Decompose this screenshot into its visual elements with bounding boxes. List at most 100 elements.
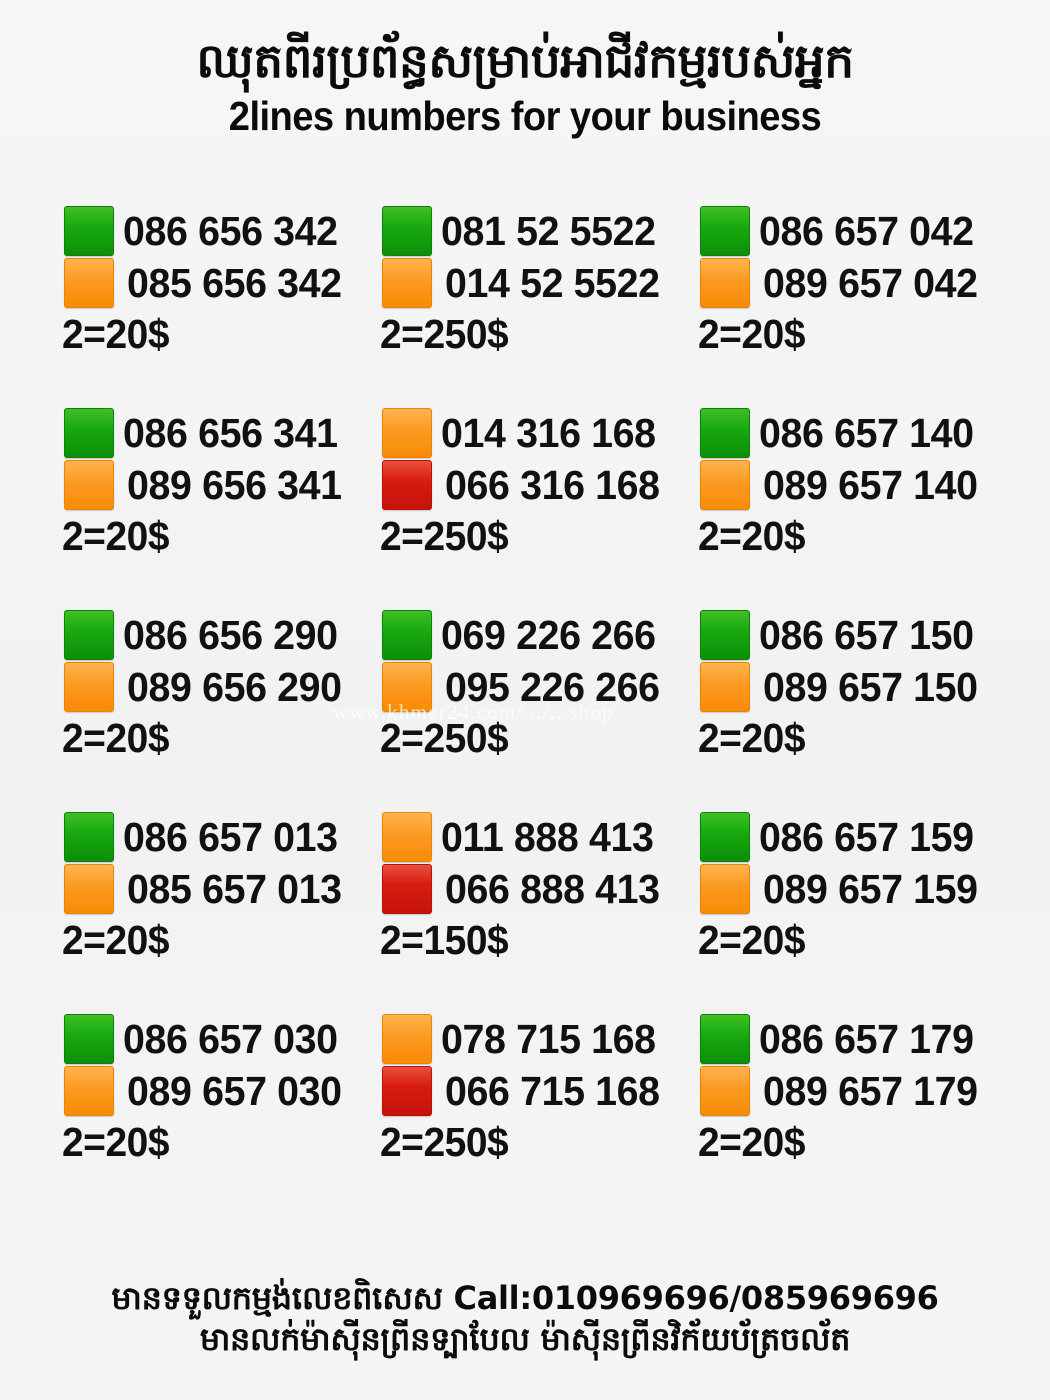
number-package-cell[interactable]: 011 888 413 066 888 413 2=150$ — [380, 811, 700, 1013]
number-line-primary: 069 226 266 — [382, 609, 700, 661]
sim-color-orange-icon — [382, 662, 432, 712]
phone-number-primary: 086 657 140 — [759, 409, 974, 456]
number-line-primary: 086 657 013 — [64, 811, 382, 863]
sim-color-red-icon — [382, 864, 432, 914]
number-line-secondary: 089 656 341 — [64, 459, 382, 511]
number-package-cell[interactable]: 086 656 341 089 656 341 2=20$ — [62, 407, 382, 609]
number-package-cell[interactable]: 081 52 5522 014 52 5522 2=250$ — [380, 205, 700, 407]
sim-color-orange-icon — [700, 1066, 750, 1116]
number-line-secondary: 066 316 168 — [382, 459, 700, 511]
number-package-cell[interactable]: 086 657 030 089 657 030 2=20$ — [62, 1013, 382, 1215]
sim-color-red-icon — [382, 1066, 432, 1116]
phone-number-primary: 086 657 013 — [123, 813, 338, 860]
phone-number-primary: 086 657 159 — [759, 813, 974, 860]
sim-color-orange-icon — [382, 1014, 432, 1064]
sim-color-green-icon — [64, 610, 114, 660]
package-price: 2=250$ — [380, 311, 509, 357]
phone-number-secondary: 066 888 413 — [445, 865, 660, 912]
number-line-secondary: 095 226 266 — [382, 661, 700, 713]
package-price: 2=20$ — [62, 715, 170, 761]
sim-color-green-icon — [700, 408, 750, 458]
sim-color-green-icon — [382, 206, 432, 256]
phone-number-secondary: 066 316 168 — [445, 461, 660, 508]
number-package-cell[interactable]: 086 656 290 089 656 290 2=20$ — [62, 609, 382, 811]
package-price: 2=20$ — [62, 513, 170, 559]
phone-number-primary: 011 888 413 — [441, 813, 654, 860]
phone-number-primary: 086 656 341 — [123, 409, 338, 456]
phone-number-primary: 086 656 290 — [123, 611, 338, 658]
phone-number-primary: 078 715 168 — [441, 1015, 656, 1062]
sim-color-red-icon — [382, 460, 432, 510]
number-package-cell[interactable]: 086 657 140 089 657 140 2=20$ — [698, 407, 1018, 609]
number-line-primary: 086 657 179 — [700, 1013, 1018, 1065]
phone-number-primary: 086 657 150 — [759, 611, 974, 658]
number-line-secondary: 089 657 150 — [700, 661, 1018, 713]
footer-line-printer-info: មានលក់ម៉ាស៊ីនព្រីនទ្បាបែល ម៉ាស៊ីនព្រីនវិ… — [199, 1320, 851, 1359]
sim-color-green-icon — [64, 812, 114, 862]
package-price: 2=20$ — [698, 1119, 806, 1165]
sim-color-orange-icon — [64, 460, 114, 510]
sim-color-green-icon — [700, 1014, 750, 1064]
number-line-primary: 086 656 290 — [64, 609, 382, 661]
sim-color-green-icon — [64, 1014, 114, 1064]
number-package-cell[interactable]: 086 657 150 089 657 150 2=20$ — [698, 609, 1018, 811]
phone-number-secondary: 089 657 159 — [763, 865, 978, 912]
phone-number-primary: 086 656 342 — [123, 207, 338, 254]
number-package-cell[interactable]: 086 657 179 089 657 179 2=20$ — [698, 1013, 1018, 1215]
number-package-cell[interactable]: 086 657 013 085 657 013 2=20$ — [62, 811, 382, 1013]
phone-number-secondary: 089 657 179 — [763, 1067, 978, 1114]
number-line-secondary: 085 656 342 — [64, 257, 382, 309]
number-line-secondary: 066 888 413 — [382, 863, 700, 915]
package-price: 2=20$ — [62, 917, 170, 963]
number-package-cell[interactable]: 014 316 168 066 316 168 2=250$ — [380, 407, 700, 609]
number-line-primary: 011 888 413 — [382, 811, 700, 863]
number-line-primary: 086 656 342 — [64, 205, 382, 257]
sim-color-green-icon — [700, 812, 750, 862]
phone-number-primary: 086 657 042 — [759, 207, 974, 254]
phone-number-primary: 014 316 168 — [441, 409, 656, 456]
sim-color-orange-icon — [64, 258, 114, 308]
number-line-secondary: 014 52 5522 — [382, 257, 700, 309]
number-package-cell[interactable]: 078 715 168 066 715 168 2=250$ — [380, 1013, 700, 1215]
sim-color-orange-icon — [64, 662, 114, 712]
phone-number-secondary: 066 715 168 — [445, 1067, 660, 1114]
number-package-cell[interactable]: 086 657 159 089 657 159 2=20$ — [698, 811, 1018, 1013]
phone-number-grid: 086 656 342 085 656 342 2=20$ 081 52 5522 01… — [0, 205, 1050, 1215]
sim-color-orange-icon — [700, 258, 750, 308]
phone-number-secondary: 089 657 140 — [763, 461, 978, 508]
sim-color-green-icon — [700, 610, 750, 660]
phone-number-secondary: 085 656 342 — [127, 259, 342, 306]
sim-color-orange-icon — [700, 460, 750, 510]
package-price: 2=20$ — [698, 917, 806, 963]
page-title-khmer: ឈុតពីរប្រព័ន្ធសម្រាប់អាជីវកម្មរបស់អ្នក — [196, 34, 854, 89]
number-line-primary: 086 656 341 — [64, 407, 382, 459]
package-price: 2=20$ — [698, 715, 806, 761]
phone-number-secondary: 095 226 266 — [445, 663, 660, 710]
number-line-secondary: 089 656 290 — [64, 661, 382, 713]
number-package-cell[interactable]: 069 226 266 095 226 266 2=250$ — [380, 609, 700, 811]
package-price: 2=250$ — [380, 1119, 509, 1165]
sim-color-green-icon — [382, 610, 432, 660]
number-line-secondary: 066 715 168 — [382, 1065, 700, 1117]
sim-color-green-icon — [700, 206, 750, 256]
sim-color-green-icon — [64, 408, 114, 458]
number-line-primary: 078 715 168 — [382, 1013, 700, 1065]
number-line-secondary: 089 657 140 — [700, 459, 1018, 511]
number-line-primary: 086 657 159 — [700, 811, 1018, 863]
package-price: 2=20$ — [698, 311, 806, 357]
number-line-primary: 086 657 140 — [700, 407, 1018, 459]
package-price: 2=20$ — [62, 311, 170, 357]
phone-number-primary: 086 657 030 — [123, 1015, 338, 1062]
number-package-cell[interactable]: 086 656 342 085 656 342 2=20$ — [62, 205, 382, 407]
footer-line-order-info: មានទទួលកម្មង់លេខពិសេស Call:010969696/085… — [111, 1279, 939, 1318]
number-package-cell[interactable]: 086 657 042 089 657 042 2=20$ — [698, 205, 1018, 407]
poster-footer: មានទទួលកម្មង់លេខពិសេស Call:010969696/085… — [0, 1278, 1050, 1360]
phone-number-primary: 086 657 179 — [759, 1015, 974, 1062]
sim-color-orange-icon — [64, 864, 114, 914]
phone-number-primary: 069 226 266 — [441, 611, 656, 658]
sim-color-orange-icon — [700, 864, 750, 914]
phone-number-secondary: 089 657 150 — [763, 663, 978, 710]
phone-number-secondary: 014 52 5522 — [445, 259, 660, 306]
number-line-primary: 086 657 042 — [700, 205, 1018, 257]
